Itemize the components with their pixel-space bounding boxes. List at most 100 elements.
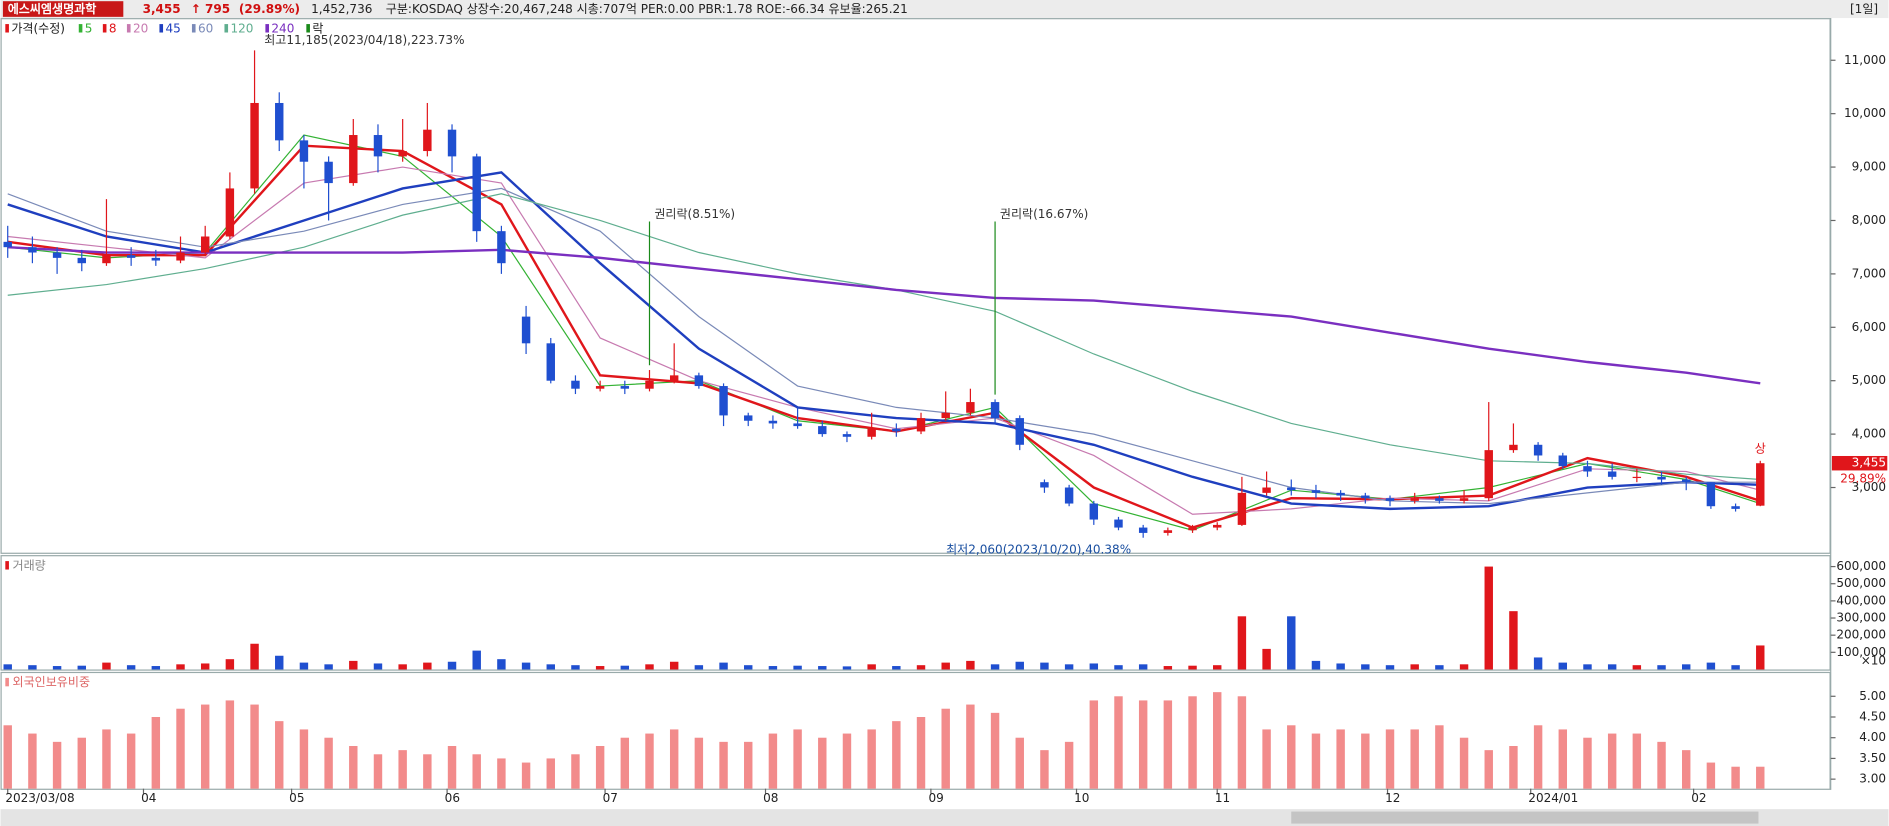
foreign-bar	[373, 754, 383, 789]
foreign-bar	[1558, 729, 1568, 789]
candle-body	[126, 255, 136, 258]
ma-line	[7, 171, 1761, 511]
x-tick-label: 11	[1215, 791, 1230, 805]
legend-swatch	[265, 24, 270, 33]
candle-body	[818, 426, 827, 435]
foreign-bar	[1435, 725, 1444, 789]
foreign-bar	[793, 729, 802, 789]
candle-body	[1410, 498, 1419, 501]
y-tick-label: 5,000	[1852, 373, 1886, 387]
volume-unit: ×10	[1861, 654, 1886, 668]
candle-body	[966, 402, 975, 413]
candle-body	[1015, 418, 1024, 445]
volume-bar	[1089, 663, 1099, 670]
foreign-bar	[52, 741, 62, 789]
foreign-bar	[1533, 725, 1543, 789]
candle-body	[990, 402, 1000, 419]
top-bar	[0, 0, 1889, 19]
price: 3,455	[143, 2, 181, 16]
volume-bar	[1459, 664, 1469, 670]
foreign-bar	[1632, 733, 1642, 789]
volume-bar	[324, 664, 333, 670]
candle-body	[867, 428, 876, 437]
candle-body	[1632, 476, 1642, 479]
y-tick-label: 3.50	[1859, 751, 1886, 765]
candle-body	[349, 135, 358, 184]
y-tick-label: 200,000	[1836, 628, 1886, 642]
candle-body	[546, 343, 555, 381]
volume-bar	[1385, 665, 1395, 670]
candle-body	[77, 257, 86, 264]
legend-swatch	[159, 24, 164, 33]
x-tick-label: 08	[763, 791, 778, 805]
foreign-bar	[423, 754, 432, 789]
foreign-bar	[1459, 737, 1469, 789]
foreign-bar	[842, 733, 852, 789]
volume-bar	[818, 666, 827, 670]
foreign-bar	[1262, 729, 1271, 789]
foreign-bar	[28, 733, 37, 789]
period[interactable]: [1일]	[1850, 2, 1878, 16]
x-tick-label: 02	[1691, 791, 1706, 805]
candle-body	[645, 380, 654, 389]
y-tick-label: 5.00	[1859, 689, 1886, 703]
candle-body	[1361, 495, 1370, 499]
foreign-bar	[275, 721, 284, 789]
candle-body	[1509, 444, 1518, 451]
x-tick-label: 09	[928, 791, 943, 805]
volume-bar	[1361, 664, 1370, 670]
candle-body	[571, 380, 580, 389]
last-pct: 29.89%	[1840, 471, 1886, 485]
volume-bar	[28, 665, 37, 670]
y-tick-label: 4.00	[1859, 730, 1886, 744]
volume-bar	[744, 665, 753, 670]
foreign-bar	[1064, 741, 1074, 789]
foreign-bar	[151, 716, 161, 789]
volume-bar	[916, 665, 926, 670]
candle-body	[1583, 466, 1592, 472]
foreign-bar	[1015, 737, 1024, 789]
volume-bar	[546, 664, 555, 670]
foreign-bar	[102, 729, 111, 789]
volume-bar	[990, 664, 1000, 670]
foreign-bar	[669, 729, 679, 789]
volume-bar	[349, 660, 358, 670]
candle-body	[1484, 450, 1493, 499]
y-tick-label: 400,000	[1836, 593, 1886, 607]
volume-bar	[447, 661, 457, 670]
price-box	[1831, 455, 1888, 471]
name-box	[2, 1, 124, 17]
panel-title: 외국인보유비중	[13, 675, 90, 689]
volume-bar	[1756, 645, 1765, 670]
foreign-bar	[916, 716, 926, 789]
foreign-bar	[694, 737, 704, 789]
volume-bar	[200, 663, 210, 670]
legend-label: 240	[271, 21, 294, 35]
y-tick-label: 300,000	[1836, 611, 1886, 625]
candle-body	[1064, 487, 1074, 504]
volume-bar	[892, 666, 901, 670]
candle-body	[1682, 479, 1691, 483]
foreign-bar	[472, 754, 481, 789]
candle-body	[1336, 492, 1345, 496]
foreign-bar	[1163, 700, 1173, 789]
foreign-bar	[990, 712, 1000, 789]
candle-body	[423, 129, 432, 152]
scroll-thumb[interactable]	[1291, 811, 1759, 824]
y-tick-label: 500,000	[1836, 576, 1886, 590]
foreign-bar	[768, 733, 778, 789]
volume-bar	[867, 664, 876, 670]
legend-swatch	[5, 24, 9, 33]
volume-bar	[3, 664, 12, 670]
candle-body	[275, 102, 284, 141]
plot: 3,000 4,000 5,000 6,000 7,000 8,000 9,000 10,00…	[3, 21, 1888, 805]
volume-bar	[1311, 660, 1321, 670]
ma-line	[7, 187, 1761, 505]
foreign-bar	[349, 745, 358, 789]
legend-swatch	[191, 24, 196, 33]
volume-bar	[126, 665, 136, 670]
legend-label: 5	[85, 21, 93, 35]
foreign-bar	[620, 737, 630, 789]
candle-body	[1385, 498, 1395, 501]
